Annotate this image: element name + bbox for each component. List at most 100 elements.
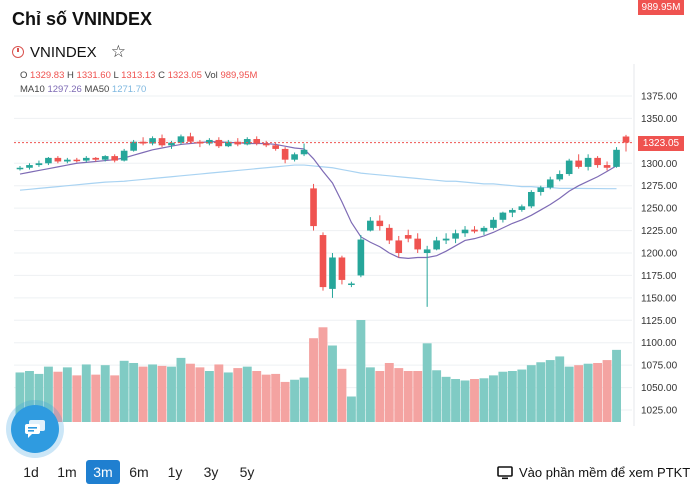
y-tick-label: 1250.00 (641, 204, 678, 215)
candle-body (45, 157, 52, 164)
monitor-icon (497, 465, 513, 479)
open-label: O (20, 70, 28, 81)
candle (518, 204, 526, 212)
candle (187, 132, 194, 144)
candle-body (262, 143, 270, 146)
volume-bar (176, 357, 186, 422)
volume-bar (356, 320, 366, 422)
volume-bar (460, 380, 470, 422)
volume-bar (375, 371, 385, 422)
candle-body (471, 229, 478, 232)
volume-bar (195, 367, 205, 422)
candle-body (177, 136, 185, 143)
range-selector: 1d 1m 3m 6m 1y 3y 5y (14, 460, 266, 484)
ptkt-link[interactable]: Vào phần mềm để xem PTKT (497, 465, 690, 480)
high-value: 1331.60 (76, 70, 111, 81)
volume-bar (422, 343, 432, 422)
volume-bar (593, 362, 603, 422)
candle-body (64, 159, 71, 162)
candle (281, 147, 289, 164)
candle-body (518, 206, 526, 210)
candle (509, 208, 516, 218)
candle-body (272, 145, 279, 149)
last-price-badge: 1323.05 (638, 135, 684, 151)
y-tick-label: 1125.00 (641, 316, 677, 327)
volume-bar (204, 371, 214, 422)
volume-bar (110, 375, 120, 422)
volume-bar (223, 372, 233, 422)
range-button-1m[interactable]: 1m (57, 464, 77, 480)
candle-body (54, 157, 62, 162)
candle (480, 226, 488, 236)
candle-body (158, 138, 166, 146)
candle (527, 190, 535, 209)
volume-bar (119, 360, 129, 422)
volume-bar (91, 374, 101, 422)
volume-bar (574, 365, 584, 422)
volume-bar (25, 371, 34, 422)
low-label: L (113, 70, 119, 81)
volume-bar (290, 379, 300, 422)
volume-bar (536, 362, 546, 422)
candle-body (509, 209, 516, 213)
chat-icon (25, 420, 45, 438)
candle-body (206, 139, 213, 144)
y-tick-label: 1050.00 (641, 383, 678, 394)
symbol-row: VNINDEX ☆ (12, 42, 126, 62)
volume-bar (185, 363, 195, 422)
candle (45, 156, 52, 166)
candle-body (376, 220, 384, 227)
candle-body (537, 187, 545, 192)
candle (262, 140, 270, 148)
y-tick-label: 1275.00 (641, 181, 678, 192)
low-value: 1313.13 (121, 70, 156, 81)
volume-bar (545, 360, 555, 422)
candle-body (120, 150, 128, 161)
candle (16, 165, 24, 171)
ohlc-legend: O 1329.83 H 1331.60 L 1313.13 C 1323.05 … (20, 69, 257, 97)
candle (348, 281, 355, 288)
candle (130, 139, 137, 152)
candle-body (16, 167, 24, 170)
volume-bar (526, 365, 536, 422)
candle (111, 154, 119, 163)
volume-value: 989,95M (220, 70, 258, 81)
range-button-1y[interactable]: 1y (167, 464, 183, 480)
range-button-3y[interactable]: 3y (203, 464, 219, 480)
volume-bar (555, 356, 565, 422)
y-tick-label: 1025.00 (641, 406, 678, 417)
candle (537, 185, 545, 196)
candle (64, 157, 71, 164)
candle-body (243, 139, 251, 145)
volume-bar (328, 345, 337, 422)
volume-bar (365, 367, 375, 422)
candle-body (310, 188, 317, 227)
ma50-label: MA50 (84, 84, 110, 95)
candle-body (35, 163, 43, 166)
ma10-line (19, 141, 617, 259)
range-button-3m[interactable]: 3m (86, 460, 120, 484)
range-button-6m[interactable]: 6m (129, 464, 149, 480)
price-chart[interactable]: 1375.001350.001325.001300.001275.001250.… (0, 64, 700, 436)
volume-bar (602, 360, 612, 422)
star-icon[interactable]: ☆ (110, 42, 126, 61)
candle (613, 147, 620, 168)
chat-button[interactable] (11, 405, 59, 453)
candle-body (480, 227, 488, 232)
volume-bar (498, 371, 508, 422)
candle-body (556, 174, 564, 180)
candle (433, 236, 440, 251)
candle-body (433, 240, 440, 250)
candle-body (92, 157, 100, 160)
candle-body (603, 165, 611, 168)
volume-bar (507, 371, 517, 422)
ma50-value: 1271.70 (111, 84, 147, 95)
range-button-5y[interactable]: 5y (239, 464, 255, 480)
range-button-1d[interactable]: 1d (23, 464, 39, 480)
candle-body (527, 191, 535, 207)
volume-bar (271, 373, 281, 422)
open-value: 1329.83 (30, 70, 65, 81)
candle-body (546, 179, 554, 188)
high-label: H (67, 70, 74, 81)
candle (338, 255, 346, 285)
